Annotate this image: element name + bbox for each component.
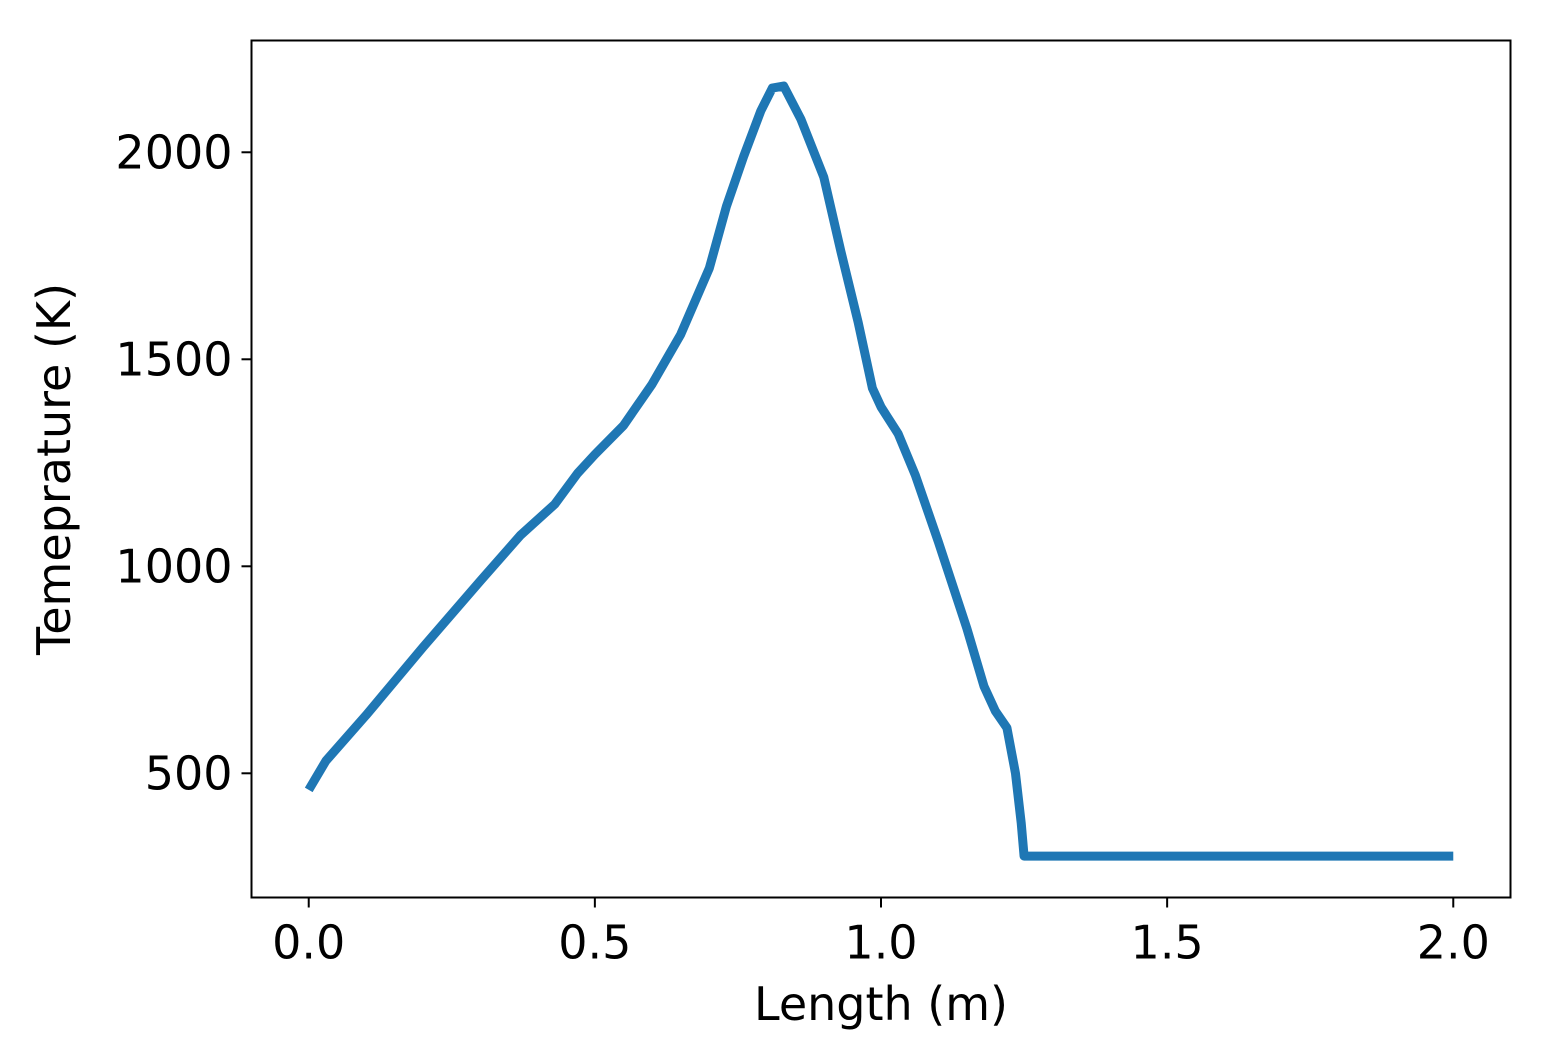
series-line-0: [304, 81, 1454, 861]
y-tick-label: 500: [145, 746, 233, 800]
x-tick-label: 0.0: [272, 916, 345, 970]
x-tick-label: 0.5: [558, 916, 631, 970]
x-axis-label: Length (m): [754, 977, 1008, 1031]
y-axis-label: Temeprature (K): [27, 283, 81, 656]
y-axis-ticks: 500 1000 1500 2000: [115, 125, 252, 800]
y-tick-label: 1500: [115, 332, 232, 386]
plot-area: [304, 81, 1454, 861]
x-tick-label: 1.0: [844, 916, 917, 970]
x-axis-ticks: 0.0 0.5 1.0 1.5 2.0: [272, 897, 1490, 970]
axes-frame: [250, 39, 1512, 899]
y-tick-label: 1000: [115, 539, 232, 593]
y-tick-label: 2000: [115, 125, 232, 179]
x-tick-label: 2.0: [1417, 916, 1490, 970]
x-tick-label: 1.5: [1131, 916, 1204, 970]
